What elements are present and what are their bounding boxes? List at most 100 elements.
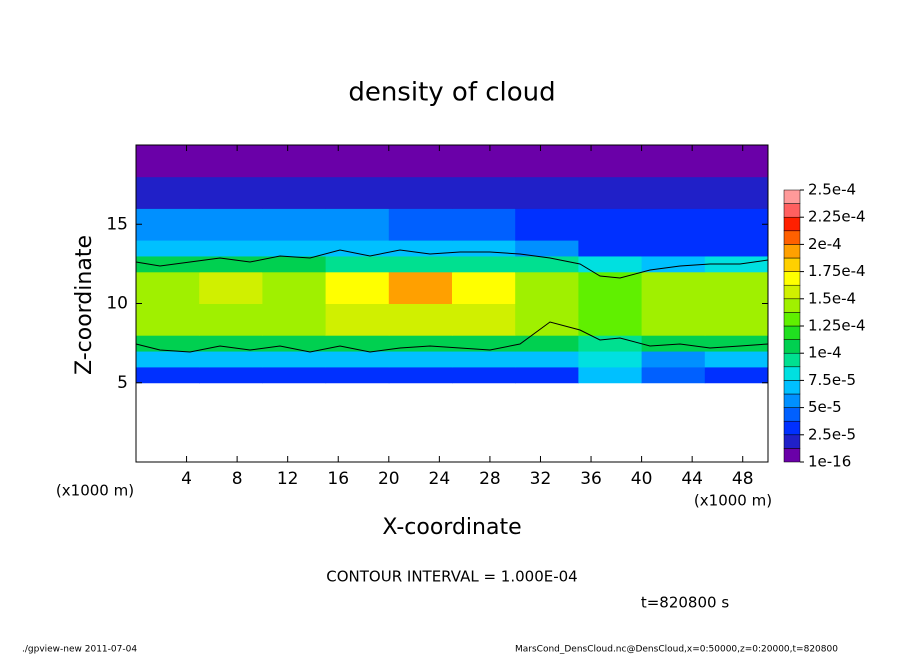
colorbar-label: 1e-4 <box>808 344 842 362</box>
cell <box>325 145 390 178</box>
cell <box>452 335 516 352</box>
cell <box>388 255 453 273</box>
cell <box>388 335 453 352</box>
x-tick-label: 28 <box>479 469 501 489</box>
cell <box>325 176 390 209</box>
cell <box>388 303 453 336</box>
cell <box>704 240 769 257</box>
cell <box>136 208 200 241</box>
overlay <box>135 249 769 353</box>
colorbar-box <box>783 230 801 245</box>
cell <box>641 366 706 384</box>
cell <box>641 335 706 352</box>
colorbar-box <box>783 393 801 408</box>
cell <box>199 145 263 178</box>
cell <box>136 176 200 209</box>
cell <box>452 255 516 273</box>
x-tick-label: 36 <box>580 469 602 489</box>
cell <box>262 240 327 257</box>
colorbar-box <box>783 352 801 368</box>
x-tick-label: 24 <box>429 469 451 489</box>
x-axis-label: X-coordinate <box>382 515 521 540</box>
cell <box>136 255 200 273</box>
cell <box>199 176 263 209</box>
contour-line <box>135 321 769 353</box>
footer: MarsCond_DensCloud.nc@DensCloud,x=0:5000… <box>515 645 838 654</box>
contour-line <box>135 249 769 279</box>
colorbar-label: 1e-16 <box>808 453 851 471</box>
cell <box>578 335 643 352</box>
colorbar-label: 1.5e-4 <box>808 289 856 307</box>
cell <box>388 351 453 368</box>
cell <box>515 366 579 384</box>
colorbar-box <box>783 366 801 381</box>
cell <box>578 351 643 368</box>
cell <box>515 255 579 273</box>
colorbar-box <box>783 257 801 272</box>
cell <box>262 351 327 368</box>
cell <box>641 255 706 273</box>
cell <box>199 351 263 368</box>
field <box>136 145 769 384</box>
cell <box>262 335 327 352</box>
cell <box>325 351 390 368</box>
cell <box>515 271 579 304</box>
cell <box>199 208 263 241</box>
colorbar-box <box>783 420 801 436</box>
cell <box>452 240 516 257</box>
colorbar-label: 1.75e-4 <box>808 262 866 280</box>
cell <box>578 176 643 209</box>
colorbar-box <box>783 407 801 422</box>
cell <box>515 240 579 257</box>
cell <box>704 351 769 368</box>
x-tick-label: 8 <box>232 469 243 489</box>
x-tick-label: 48 <box>732 469 754 489</box>
x-tick-label: 32 <box>530 469 552 489</box>
cell <box>262 366 327 384</box>
cell <box>136 271 200 304</box>
cell <box>199 255 263 273</box>
colorbar-box <box>783 298 801 313</box>
cell <box>388 208 453 241</box>
colorbar-label: 2.5e-5 <box>808 425 856 443</box>
colorbar-box <box>783 380 801 395</box>
cell <box>262 271 327 304</box>
cell <box>578 303 643 336</box>
colorbar-box <box>783 189 801 204</box>
cell <box>325 255 390 273</box>
colorbar-box <box>783 284 801 300</box>
time-label: t=820800 s <box>641 594 729 612</box>
cell <box>199 271 263 304</box>
cell <box>641 176 706 209</box>
cell <box>704 303 769 336</box>
colorbar-box <box>783 271 801 286</box>
cell <box>262 176 327 209</box>
cell <box>704 145 769 178</box>
cell <box>641 208 706 241</box>
cell <box>199 303 263 336</box>
cell <box>262 145 327 178</box>
cell <box>704 208 769 241</box>
colorbar-box <box>783 339 801 354</box>
colorbar-box <box>783 203 801 218</box>
colorbar-box <box>783 448 801 463</box>
cell <box>452 303 516 336</box>
cell <box>452 271 516 304</box>
colorbar-box <box>783 216 801 232</box>
contour-interval: CONTOUR INTERVAL = 1.000E-04 <box>326 568 577 586</box>
cell <box>325 303 390 336</box>
cell <box>262 303 327 336</box>
colorbar-box <box>783 434 801 449</box>
cell <box>136 303 200 336</box>
cell <box>452 366 516 384</box>
cell <box>452 145 516 178</box>
y-tick-label: 15 <box>106 214 128 234</box>
cell <box>452 176 516 209</box>
cell <box>199 240 263 257</box>
cell <box>515 176 579 209</box>
x-unit: (x1000 m) <box>56 482 134 500</box>
cell <box>325 335 390 352</box>
cell <box>388 271 453 304</box>
cell <box>388 240 453 257</box>
